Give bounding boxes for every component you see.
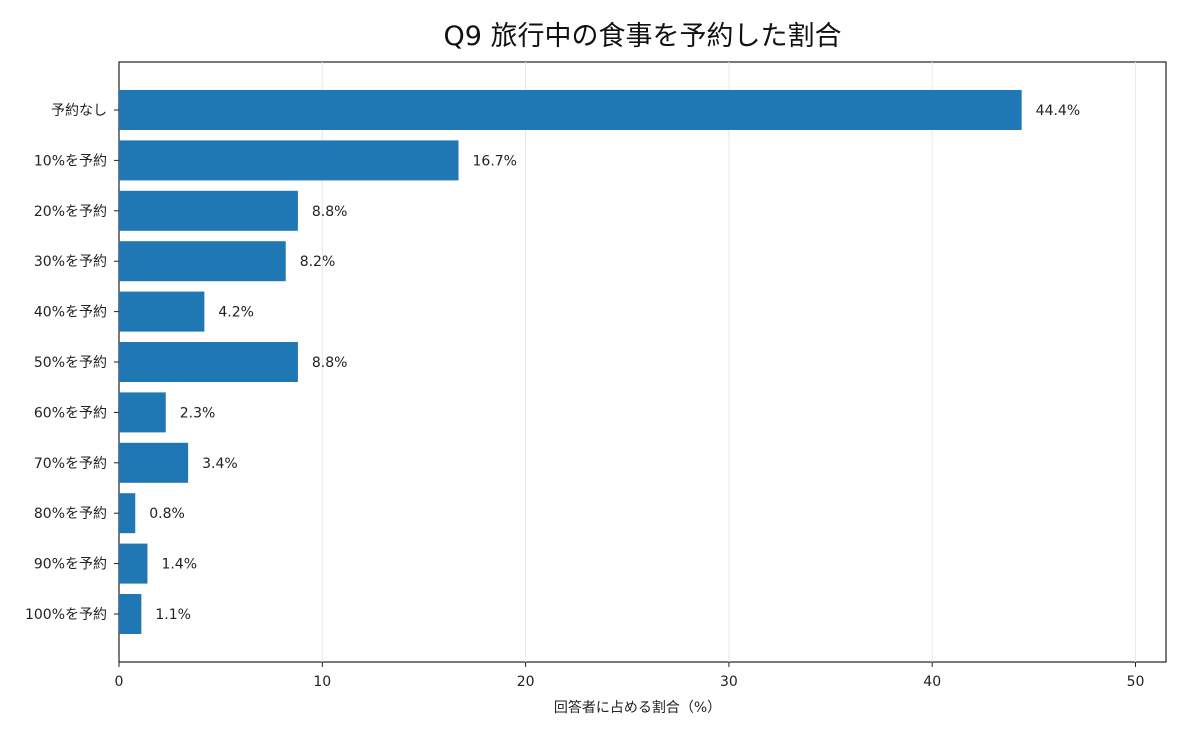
y-category-label: 90%を予約 — [34, 557, 107, 573]
y-category-label: 60%を予約 — [34, 405, 107, 421]
x-tick-label: 20 — [517, 674, 535, 690]
y-axis-category-labels: 予約なし 10%を予約 20%を予約 30%を予約 40%を予約 50%を予約 60%を予約… — [25, 103, 119, 623]
x-tick-label: 0 — [115, 674, 124, 690]
bar-value-label: 16.7% — [473, 153, 517, 169]
x-axis-ticks: 0 10 20 30 40 50 — [115, 662, 1145, 690]
bar-value-label: 1.4% — [161, 557, 197, 573]
bar-value-label: 8.2% — [300, 254, 336, 270]
x-axis-label: 回答者に占める割合（%） — [554, 699, 721, 716]
bar — [119, 241, 286, 282]
value-labels: 44.4% 16.7% 8.8% 8.2% 4.2% 8.8% 2.3% 3.4% 0.8% 1.… — [149, 103, 1080, 623]
y-category-label: 100%を予約 — [25, 607, 107, 623]
bar-value-label: 4.2% — [218, 305, 254, 321]
bar-value-label: 8.8% — [312, 204, 348, 220]
bar — [119, 594, 142, 634]
bar-value-label: 1.1% — [155, 607, 191, 623]
bar-value-label: 8.8% — [312, 355, 348, 371]
y-category-label: 50%を予約 — [34, 355, 107, 371]
y-category-label: 80%を予約 — [34, 506, 107, 522]
bar — [119, 342, 298, 382]
y-category-label: 30%を予約 — [34, 254, 107, 270]
bar-value-label: 0.8% — [149, 506, 185, 522]
bar — [119, 291, 205, 332]
y-category-label: 予約なし — [51, 103, 107, 119]
bar-value-label: 44.4% — [1036, 103, 1080, 119]
y-category-label: 40%を予約 — [34, 305, 107, 321]
bar — [119, 392, 166, 433]
y-category-label: 70%を予約 — [34, 456, 107, 472]
chart-title: Q9 旅行中の食事を予約した割合 — [443, 21, 841, 52]
bar — [119, 90, 1022, 130]
bar-value-label: 3.4% — [202, 456, 238, 472]
bar-value-label: 2.3% — [180, 405, 216, 421]
y-category-label: 20%を予約 — [34, 204, 107, 220]
bars — [119, 90, 1022, 634]
y-category-label: 10%を予約 — [34, 153, 107, 169]
bar — [119, 442, 189, 483]
bar — [119, 493, 136, 534]
x-tick-label: 30 — [720, 674, 738, 690]
bar — [119, 190, 298, 231]
bar — [119, 140, 459, 181]
x-tick-label: 50 — [1127, 674, 1145, 690]
gridlines — [321, 62, 1137, 662]
x-tick-label: 40 — [923, 674, 941, 690]
bar — [119, 543, 148, 584]
x-tick-label: 10 — [313, 674, 331, 690]
